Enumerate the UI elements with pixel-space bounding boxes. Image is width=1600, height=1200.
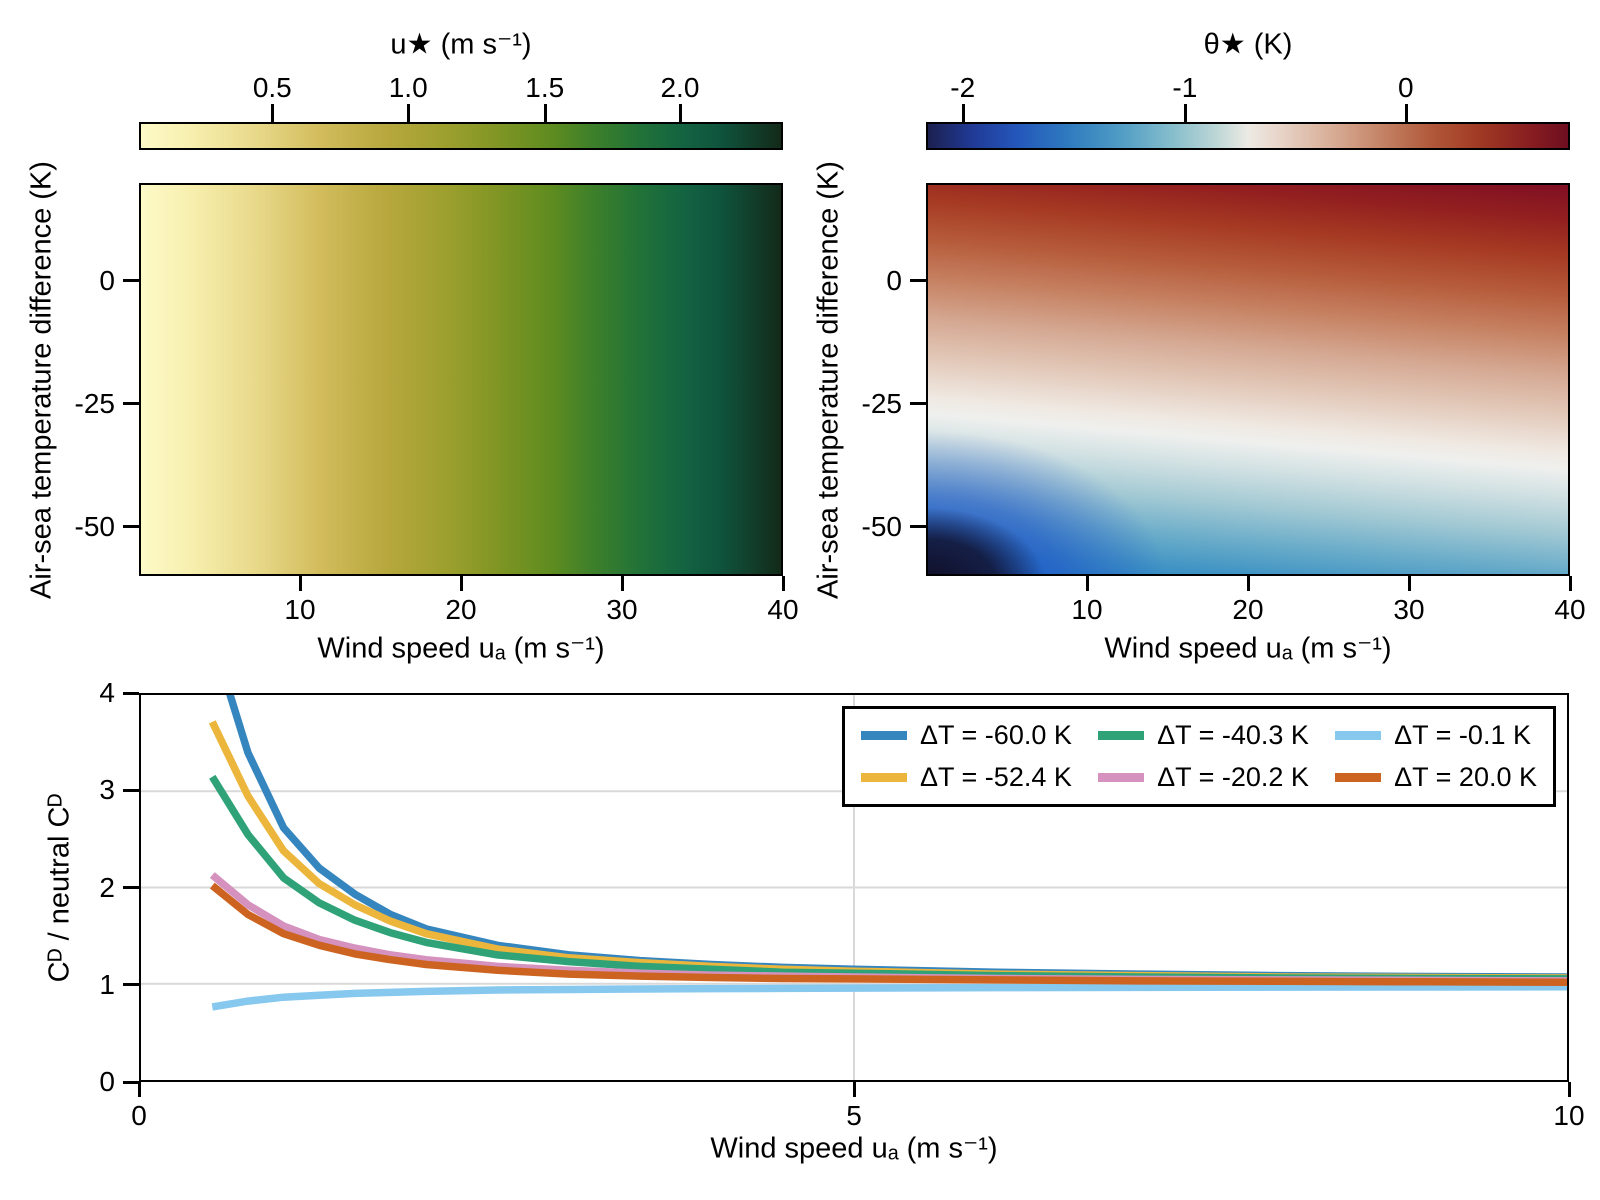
heatmap-thetastar [926, 183, 1570, 576]
x-tick-label: 30 [606, 594, 638, 625]
y-axis-label-ustar: Air-sea temperature difference (K) [25, 161, 58, 599]
x-tick-mark [298, 576, 302, 591]
legend-item: ΔT = -52.4 K [861, 762, 1072, 793]
x-tick-label: 30 [1393, 594, 1425, 625]
y-axis-label-thetastar: Air-sea temperature difference (K) [812, 161, 845, 599]
legend-swatch [1335, 731, 1382, 741]
x-axis-label-cd: Wind speed uₐ (m s⁻¹) [710, 1132, 998, 1165]
x-tick-label: 10 [1553, 1100, 1585, 1131]
x-tick-label: 10 [1071, 594, 1103, 625]
legend-label: ΔT = -0.1 K [1394, 720, 1531, 751]
x-tick-label: 40 [1554, 594, 1586, 625]
y-tick-label: -25 [861, 387, 902, 419]
x-axis-label-ustar: Wind speed uₐ (m s⁻¹) [317, 632, 605, 665]
legend-swatch [1098, 731, 1145, 741]
x-tick-label: 40 [767, 594, 799, 625]
colorbar-title-thetastar: θ★ (K) [1203, 28, 1293, 61]
colorbar-tick-label: -1 [1172, 72, 1198, 103]
x-tick-mark [1567, 1082, 1571, 1097]
y-tick-label: -50 [74, 510, 115, 542]
y-tick-mark [123, 1080, 139, 1084]
legend-swatch [1335, 772, 1382, 782]
y-tick-label: 4 [99, 677, 115, 708]
colorbar-tick-label: 1.5 [525, 72, 565, 103]
legend-box: ΔT = -60.0 K ΔT = -52.4 K ΔT = -40.3 K ΔT =… [842, 706, 1556, 807]
colorbar-tick-label: 2.0 [660, 72, 700, 103]
y-tick-label: 0 [886, 264, 902, 296]
legend-swatch [1098, 772, 1145, 782]
series-line [209, 882, 1567, 987]
colorbar-tick-label: -2 [950, 72, 976, 103]
y-tick-mark [123, 788, 139, 792]
legend-item: ΔT = 20.0 K [1335, 762, 1537, 793]
y-tick-label: 0 [99, 1066, 115, 1097]
x-tick-label: 5 [846, 1100, 862, 1131]
x-tick-mark [1085, 576, 1089, 591]
legend-label: ΔT = -40.3 K [1157, 720, 1309, 751]
y-tick-mark [123, 402, 139, 406]
colorbar-tick-label: 0 [1397, 72, 1414, 103]
series-line [209, 774, 1567, 983]
series-line [211, 983, 1567, 1011]
heatmap-ustar [139, 183, 783, 576]
x-tick-label: 0 [131, 1100, 147, 1131]
y-tick-mark [123, 886, 139, 889]
legend-item: ΔT = -60.0 K [861, 720, 1072, 751]
colorbar-tick-mark [271, 104, 275, 122]
y-tick-label: 1 [99, 968, 115, 1000]
colorbar-tick-mark [407, 104, 411, 122]
legend-item: ΔT = -40.3 K [1098, 720, 1309, 751]
colorbar-title-ustar: u★ (m s⁻¹) [390, 28, 532, 61]
colorbar-tick-mark [1183, 104, 1187, 122]
x-tick-mark [781, 576, 785, 591]
colorbar-tick-mark [678, 104, 682, 122]
legend-item: ΔT = -0.1 K [1335, 720, 1537, 751]
x-tick-mark [1407, 576, 1411, 591]
x-tick-mark [137, 1082, 141, 1097]
colorbar-tick-label: 0.5 [252, 72, 292, 103]
colorbar-tick-mark [1404, 104, 1408, 122]
colorbar-tick-label: 1.0 [388, 72, 428, 103]
y-tick-mark [123, 525, 139, 529]
legend-swatch [861, 731, 907, 741]
colorbar-ustar [139, 122, 783, 150]
legend-label: ΔT = -52.4 K [920, 761, 1072, 792]
x-tick-mark [1568, 576, 1572, 591]
y-tick-label: 3 [99, 774, 115, 806]
colorbar-tick-mark [961, 104, 965, 122]
legend-label: ΔT = -60.0 K [920, 720, 1072, 751]
y-tick-label: 2 [99, 871, 115, 903]
y-tick-mark [123, 983, 139, 987]
x-tick-mark [459, 576, 463, 591]
y-axis-label-cd: Cᴰ / neutral Cᴰ [43, 793, 76, 983]
legend-label: ΔT = 20.0 K [1394, 761, 1537, 792]
line-chart-canvas [141, 695, 1567, 1080]
x-axis-label-thetastar: Wind speed uₐ (m s⁻¹) [1104, 632, 1392, 665]
y-tick-mark [123, 279, 139, 283]
legend-item: ΔT = -20.2 K [1098, 762, 1309, 793]
colorbar-thetastar [926, 122, 1570, 150]
y-tick-label: -50 [861, 510, 902, 542]
x-tick-mark [852, 1082, 856, 1097]
y-tick-label: -25 [74, 387, 115, 419]
legend-label: ΔT = -20.2 K [1157, 761, 1309, 792]
x-tick-label: 20 [1232, 594, 1264, 625]
colorbar-tick-mark [543, 104, 547, 122]
x-tick-mark [620, 576, 624, 591]
y-tick-mark [910, 279, 926, 283]
x-tick-label: 10 [284, 594, 316, 625]
y-tick-mark [123, 691, 139, 695]
y-tick-mark [910, 402, 926, 406]
y-tick-label: 0 [99, 264, 115, 296]
x-tick-label: 20 [445, 594, 477, 625]
y-tick-mark [910, 525, 926, 529]
x-tick-mark [1246, 576, 1250, 591]
legend-swatch [861, 772, 907, 782]
